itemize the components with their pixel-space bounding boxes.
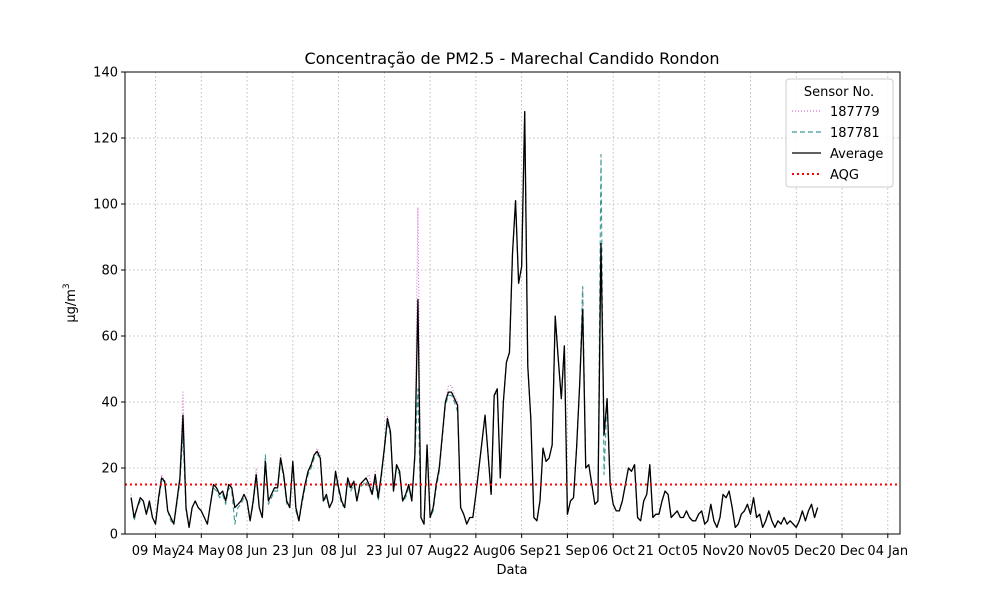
y-axis-title-main: µg/m <box>64 289 79 323</box>
y-tick-label: 60 <box>101 330 118 345</box>
x-tick-label: 05 Nov <box>682 544 728 559</box>
y-tick-label: 140 <box>93 66 118 81</box>
x-tick-label: 21 Oct <box>637 544 680 559</box>
legend-box <box>785 78 894 188</box>
chart-title: Concentração de PM2.5 - Marechal Candido… <box>304 49 719 68</box>
legend-label-series-187779: 187779 <box>830 105 880 120</box>
y-tick-label: 0 <box>110 528 118 543</box>
y-tick-label: 80 <box>101 264 118 279</box>
x-tick-label: 22 Aug <box>453 544 499 559</box>
legend-label-series-187781: 187781 <box>830 126 880 141</box>
y-tick-label: 40 <box>101 396 118 411</box>
plot-area <box>125 110 900 529</box>
x-tick-label: 23 Jul <box>366 544 402 559</box>
y-tick-label: 20 <box>101 462 118 477</box>
legend-label-series-aqg: AQG <box>830 168 859 183</box>
x-tick-label: 20 Dec <box>819 544 865 559</box>
x-tick-label: 09 May <box>132 544 180 559</box>
x-tick-label: 20 Nov <box>727 544 773 559</box>
y-axis-title: µg/m3 <box>62 283 79 322</box>
x-tick-label: 07 Aug <box>407 544 453 559</box>
y-axis: 0 20 40 60 80 100 120 140 <box>93 66 125 543</box>
series-average-line <box>130 110 819 529</box>
x-tick-label: 08 Jul <box>320 544 356 559</box>
x-tick-label: 05 Dec <box>773 544 819 559</box>
x-axis-title: Data <box>496 563 527 578</box>
x-tick-label: 08 Jun <box>227 544 268 559</box>
legend: Sensor No. 187779 187781 Average AQG <box>785 78 894 188</box>
x-tick-label: 24 May <box>177 544 225 559</box>
x-tick-label: 06 Oct <box>592 544 635 559</box>
x-tick-label: 21 Sep <box>545 544 590 559</box>
y-tick-label: 100 <box>93 198 118 213</box>
x-tick-label: 23 Jun <box>272 544 313 559</box>
y-tick-label: 120 <box>93 132 118 147</box>
legend-title: Sensor No. <box>804 85 874 100</box>
x-tick-label: 04 Jan <box>867 544 908 559</box>
y-axis-title-superscript: 3 <box>62 283 72 289</box>
x-tick-label: 06 Sep <box>499 544 544 559</box>
legend-label-series-average: Average <box>830 147 883 162</box>
plot-frame <box>124 71 901 535</box>
